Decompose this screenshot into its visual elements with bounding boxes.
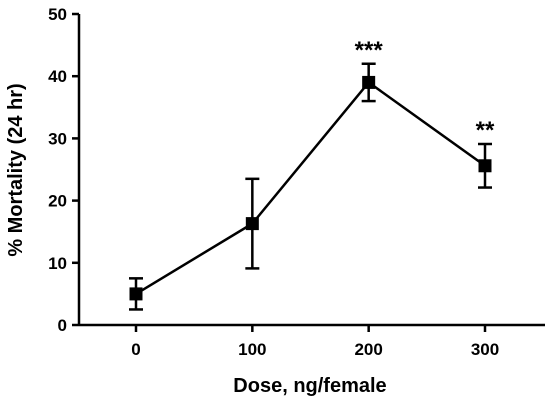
y-tick-label: 10 (48, 254, 67, 273)
series: ***** (129, 37, 495, 311)
data-point-marker (362, 75, 376, 89)
x-axis-title: Dose, ng/female (233, 375, 386, 397)
y-tick-label: 50 (48, 5, 67, 24)
significance-label: ** (476, 117, 495, 144)
x-tick-label: 0 (131, 340, 140, 359)
data-point-marker (478, 159, 492, 173)
y-tick-label: 40 (48, 67, 67, 86)
x-tick-label: 100 (238, 340, 266, 359)
data-point-marker (129, 287, 143, 301)
y-tick-label: 0 (58, 316, 67, 335)
y-axis-title: % Mortality (24 hr) (5, 83, 27, 256)
y-tick-label: 30 (48, 129, 67, 148)
y-tick-label: 20 (48, 192, 67, 211)
data-point-marker (245, 217, 259, 231)
x-tick-label: 300 (471, 340, 499, 359)
ticks: 0 10 20 30 40 50 0 100 200 300 (48, 5, 499, 359)
axes (77, 14, 545, 327)
significance-label: *** (355, 37, 384, 64)
x-tick-label: 200 (354, 340, 382, 359)
series-line (135, 80, 486, 295)
